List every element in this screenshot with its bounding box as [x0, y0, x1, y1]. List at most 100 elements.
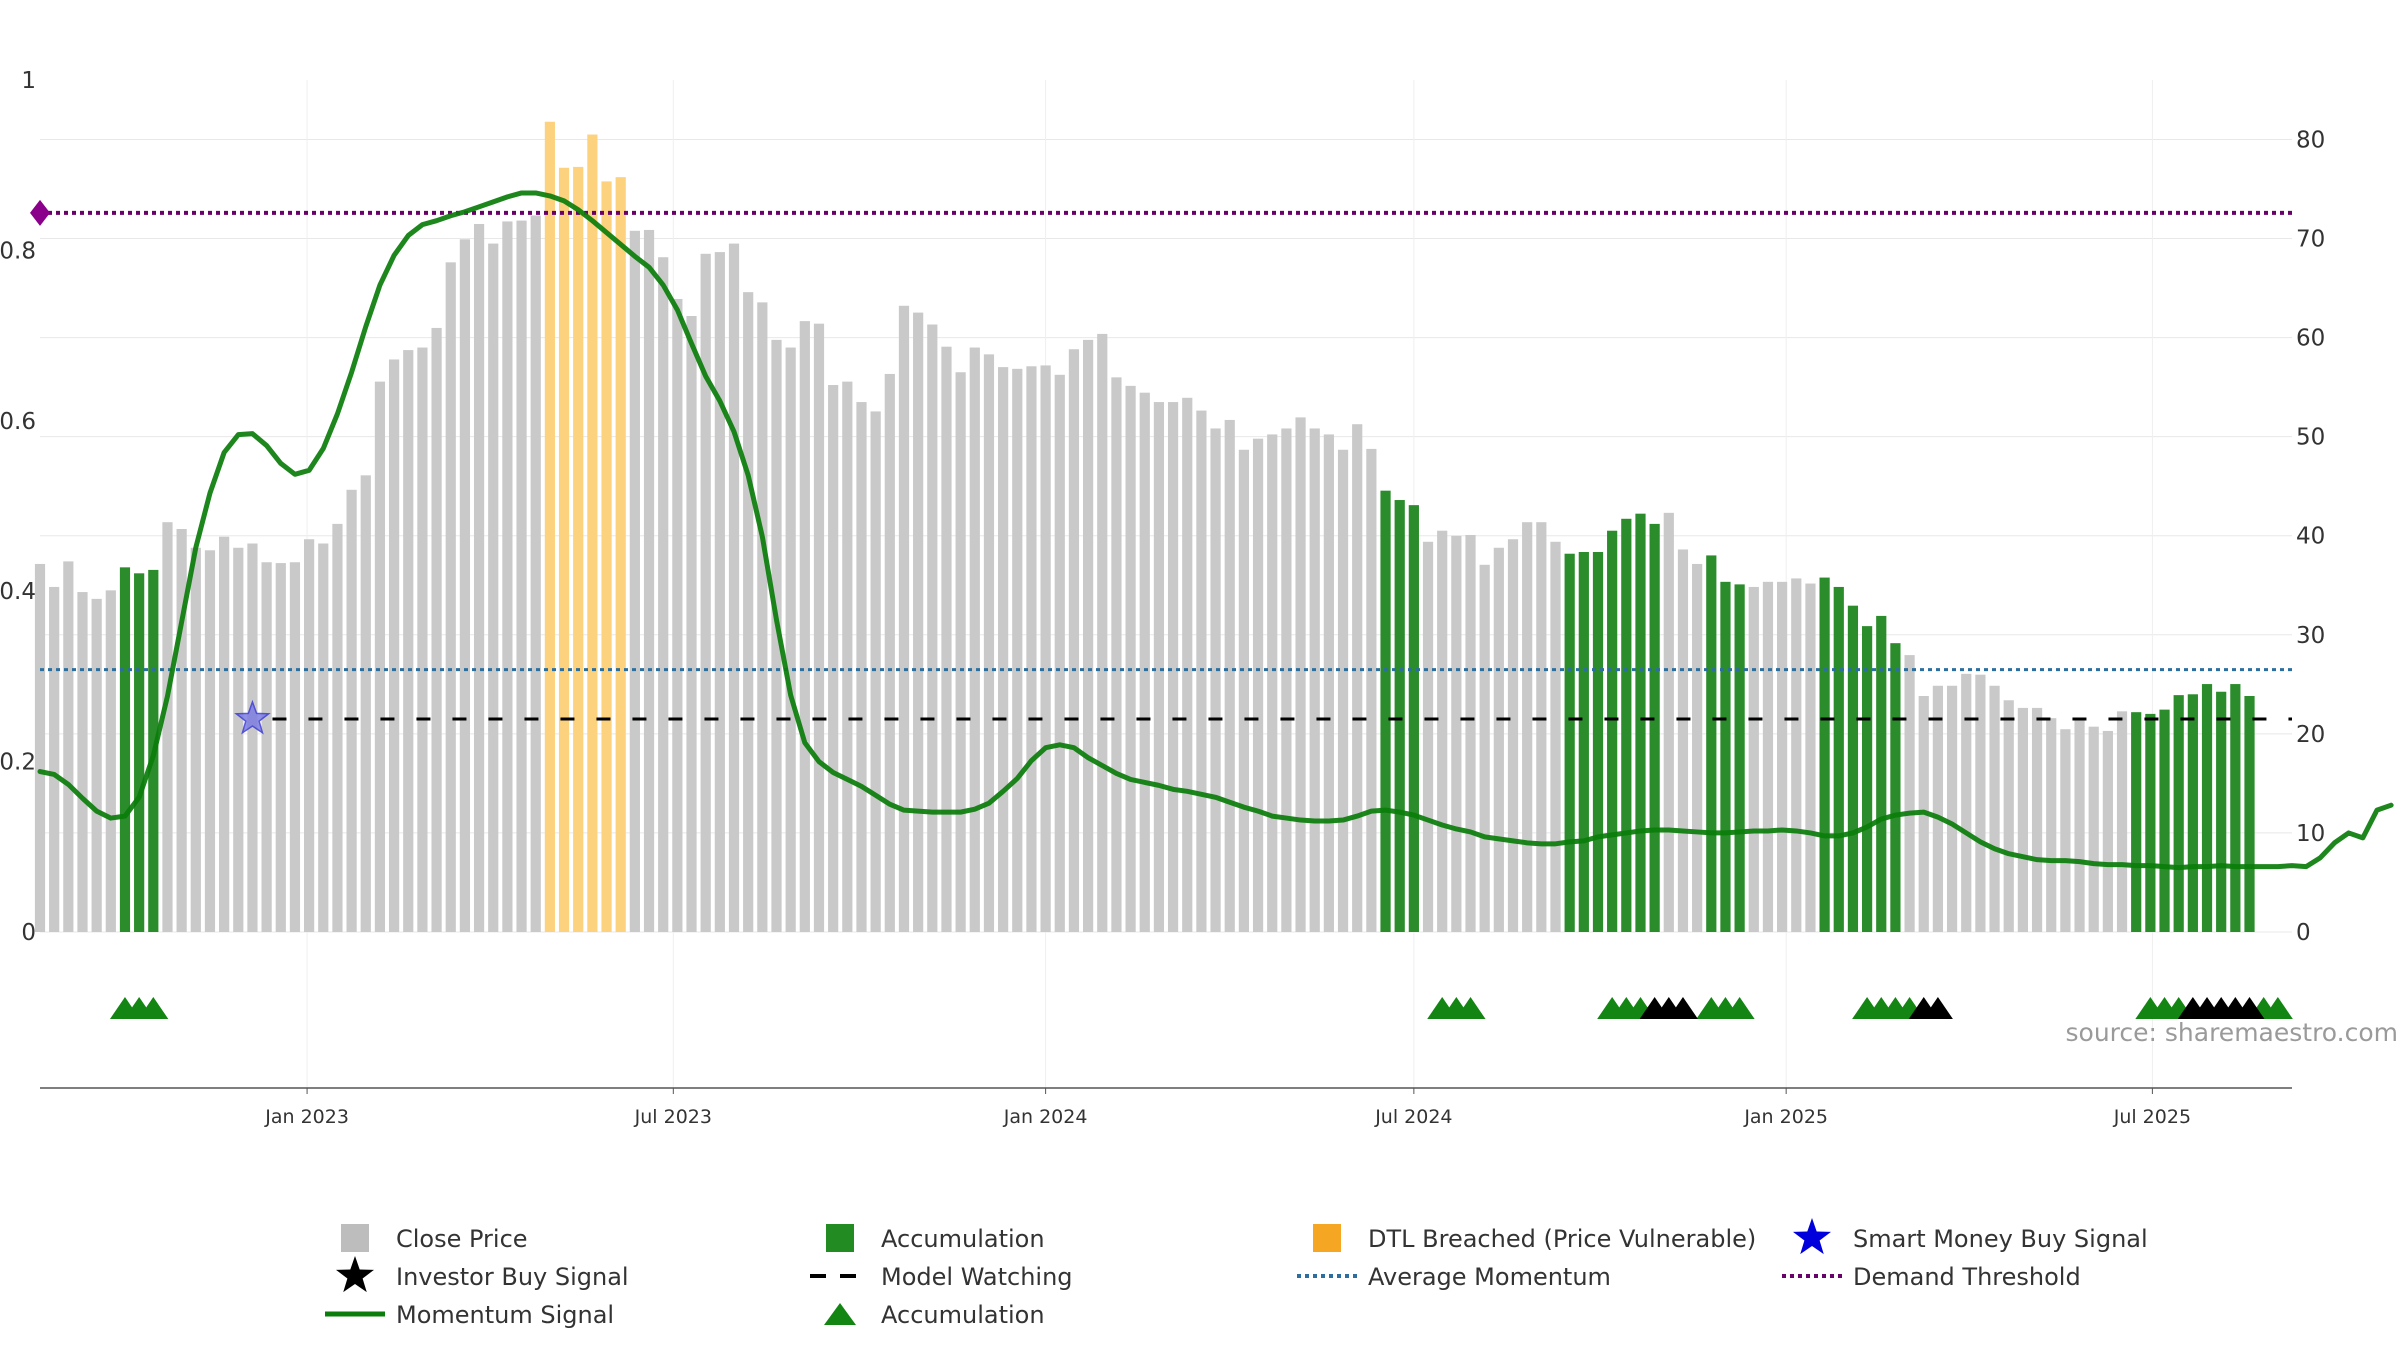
legend: Close Price Accumulation DTL Breached (Pri… — [325, 1218, 2148, 1329]
close-price-bar — [629, 230, 640, 933]
close-price-bar — [2116, 711, 2128, 932]
close-price-bar — [91, 598, 102, 932]
accumulation-marker — [1724, 997, 1755, 1019]
legend-symbol-star — [1792, 1218, 1832, 1255]
close-price-bar — [2031, 707, 2043, 932]
legend-label: Accumulation — [881, 1225, 1045, 1253]
right-tick-label: 80 — [2296, 127, 2325, 153]
close-price-bar — [1946, 685, 1958, 932]
close-price-bar — [686, 316, 697, 932]
dtl-breached-bar — [544, 121, 555, 932]
accumulation-bar — [1734, 584, 1745, 932]
close-price-bar — [318, 543, 329, 932]
accumulation-bar — [1607, 530, 1618, 932]
accumulation-bar — [1564, 553, 1575, 932]
accumulation-marker — [138, 997, 169, 1019]
right-tick-label: 0 — [2296, 920, 2311, 946]
axes: Jan 2023 Jul 2023 Jan 2024 Jul 2024 Jan 2025… — [0, 68, 2325, 1128]
close-price-bar — [431, 327, 442, 932]
close-price-bar — [1252, 438, 1264, 932]
close-price-bar — [1451, 535, 1462, 932]
accumulation-bar — [2244, 696, 2255, 932]
legend-symbol-triangle — [824, 1303, 856, 1325]
accumulation-bar — [1819, 577, 1830, 932]
close-price-bar — [1182, 397, 1193, 932]
close-price-bar — [941, 346, 952, 932]
close-price-bar — [1337, 449, 1349, 932]
right-tick-label: 30 — [2296, 623, 2325, 649]
close-price-bar — [388, 359, 400, 933]
dtl-breached-bar — [587, 134, 598, 932]
legend-item: Demand Threshold — [1782, 1263, 2081, 1291]
legend-label: Average Momentum — [1368, 1263, 1611, 1291]
close-price-bar — [275, 563, 286, 932]
close-price-bar — [1975, 674, 1986, 932]
close-price-bar — [63, 561, 74, 932]
close-price-bar — [261, 562, 272, 932]
legend-item: DTL Breached (Price Vulnerable) — [1313, 1224, 1756, 1253]
close-price-bar — [77, 592, 88, 932]
close-price-bar — [771, 339, 782, 932]
close-price-bar — [190, 547, 201, 932]
close-price-bar — [2102, 730, 2113, 932]
right-tick-label: 70 — [2296, 227, 2325, 253]
x-tick-label: Jan 2023 — [264, 1106, 349, 1128]
accumulation-bar — [1621, 518, 1632, 932]
close-price-bar — [219, 536, 230, 932]
close-price-bar — [247, 543, 258, 932]
close-price-bar — [1153, 402, 1165, 932]
legend-item: Average Momentum — [1297, 1263, 1611, 1291]
close-price-bar — [969, 347, 980, 932]
close-price-bar — [346, 489, 357, 932]
close-price-bar — [304, 539, 315, 932]
close-price-bar — [1323, 434, 1334, 932]
dtl-breached-bar — [558, 167, 570, 932]
x-tick-label: Jul 2023 — [634, 1106, 712, 1128]
right-tick-label: 50 — [2296, 425, 2325, 451]
close-price-bar — [445, 262, 456, 933]
close-price-bar — [360, 475, 371, 932]
legend-label: Momentum Signal — [396, 1301, 614, 1329]
close-price-bar — [1522, 522, 1533, 932]
legend-symbol-square — [1313, 1224, 1341, 1252]
momentum-signal-line — [37, 190, 2394, 871]
accumulation-bar — [1649, 523, 1660, 932]
close-price-bar — [1904, 655, 1915, 932]
accumulation-bar — [1720, 581, 1731, 932]
accumulation-marker — [1455, 997, 1486, 1019]
close-price-bar — [459, 239, 471, 932]
close-price-bar — [2046, 718, 2057, 932]
accumulation-bar — [2173, 695, 2184, 932]
close-price-bar — [374, 381, 386, 932]
smart-money-buy-signal-marker — [234, 699, 271, 735]
accumulation-bar — [1890, 643, 1901, 932]
accumulation-bar — [2230, 684, 2241, 932]
accumulation-bar — [1635, 513, 1646, 932]
legend-label: Smart Money Buy Signal — [1853, 1225, 2148, 1253]
accumulation-bar — [2145, 713, 2156, 932]
close-price-bar — [516, 220, 527, 932]
close-price-bar — [1267, 434, 1278, 932]
close-price-bar — [1068, 349, 1080, 933]
legend-item: Momentum Signal — [325, 1301, 614, 1329]
close-price-bar — [856, 402, 867, 932]
close-price-bar — [1777, 581, 1788, 932]
investor-buy-marker — [1667, 997, 1698, 1019]
close-price-bar — [204, 550, 216, 932]
investor-buy-marker — [1922, 997, 1953, 1019]
accumulation-bar — [1380, 490, 1391, 932]
legend-symbol-star — [335, 1256, 375, 1293]
close-price-bar — [998, 367, 1009, 932]
close-price-bar — [488, 243, 499, 932]
left-tick-label: 0.4 — [0, 579, 36, 605]
right-tick-label: 40 — [2296, 524, 2325, 550]
close-price-bar — [913, 312, 924, 933]
x-tick-label: Jul 2024 — [1374, 1106, 1452, 1128]
close-price-bar — [49, 586, 60, 932]
close-price-bar — [289, 562, 301, 932]
close-price-bar — [332, 523, 343, 932]
close-price-bar — [502, 221, 513, 932]
close-price-bar — [1352, 424, 1363, 932]
left-tick-label: 0 — [21, 920, 36, 946]
close-price-bar — [1111, 377, 1122, 933]
